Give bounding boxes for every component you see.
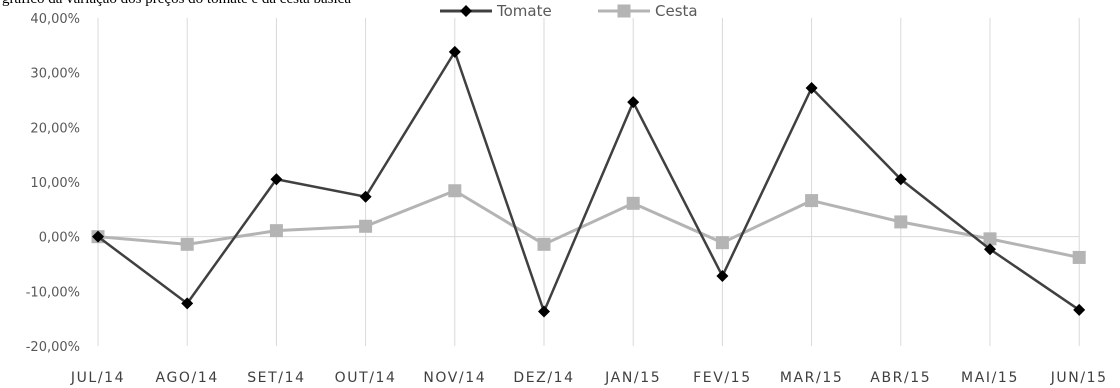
x-tick-label: JAN/15 — [604, 370, 661, 386]
data-point-cesta — [626, 196, 640, 210]
series-line-tomate — [97, 48, 1080, 316]
data-point-tomate — [805, 81, 818, 94]
data-point-cesta — [715, 236, 729, 250]
x-tick-label: DEZ/14 — [513, 370, 574, 386]
series-line-cesta — [97, 189, 1080, 259]
legend-item-cesta: Cesta — [598, 2, 698, 20]
x-tick-label: OUT/14 — [335, 370, 397, 386]
data-point-tomate — [1073, 303, 1086, 316]
gridlines — [97, 18, 1080, 346]
y-tick-label: 0,00% — [39, 231, 80, 246]
legend-label: Cesta — [655, 2, 698, 20]
data-point-cesta — [180, 237, 194, 251]
data-point-cesta — [537, 237, 551, 251]
data-point-cesta — [359, 219, 373, 233]
data-point-tomate — [92, 230, 104, 243]
data-point-cesta — [448, 184, 462, 198]
data-point-cesta — [269, 224, 283, 238]
data-point-tomate — [270, 173, 283, 186]
x-tick-label: ABR/15 — [870, 370, 931, 386]
data-point-cesta — [983, 232, 997, 246]
legend-item-tomate: Tomate — [440, 2, 552, 20]
legend-marker-cesta — [617, 4, 631, 18]
data-point-tomate — [181, 297, 194, 310]
legend: Tomate Cesta — [440, 2, 698, 20]
y-tick-label: 30,00% — [30, 67, 80, 82]
data-point-tomate — [538, 305, 550, 318]
y-tick-label: 20,00% — [30, 121, 80, 136]
y-axis-tick-labels: -20,00% -10,00% 0,00% 10,00% 20,00% 30,00% 40,… — [26, 12, 80, 355]
y-tick-label: 40,00% — [30, 12, 80, 27]
y-tick-label: 10,00% — [30, 176, 80, 191]
x-axis-tick-labels: JUL/14 AGO/14 SET/14 OUT/14 NOV/14 DEZ/14 JAN/… — [70, 370, 1108, 386]
data-point-tomate — [448, 45, 461, 58]
series-lines — [91, 45, 1086, 318]
series-tomate — [92, 45, 1086, 318]
data-point-cesta — [1072, 250, 1086, 264]
x-tick-label: AGO/14 — [156, 370, 219, 386]
data-point-cesta — [894, 215, 908, 229]
data-point-tomate — [716, 270, 729, 283]
legend-marker-tomate — [460, 5, 472, 17]
x-tick-label: JUN/15 — [1050, 370, 1108, 386]
x-tick-label: MAR/15 — [780, 370, 844, 386]
legend-label: Tomate — [496, 2, 552, 20]
x-tick-label: MAI/15 — [961, 370, 1019, 386]
x-tick-label: SET/14 — [247, 370, 305, 386]
y-tick-label: -10,00% — [26, 285, 80, 300]
data-point-tomate — [894, 173, 907, 186]
series-cesta — [91, 184, 1086, 264]
data-point-cesta — [805, 194, 819, 208]
x-tick-label: NOV/14 — [423, 370, 486, 386]
data-point-tomate — [359, 190, 372, 203]
data-point-tomate — [627, 96, 640, 109]
x-tick-label: JUL/14 — [70, 370, 125, 386]
y-tick-label: -20,00% — [26, 340, 80, 355]
data-point-tomate — [984, 243, 996, 256]
chart-caption: gráfico da variação dos preços do tomate… — [2, 0, 351, 8]
x-tick-label: FEV/15 — [693, 370, 752, 386]
